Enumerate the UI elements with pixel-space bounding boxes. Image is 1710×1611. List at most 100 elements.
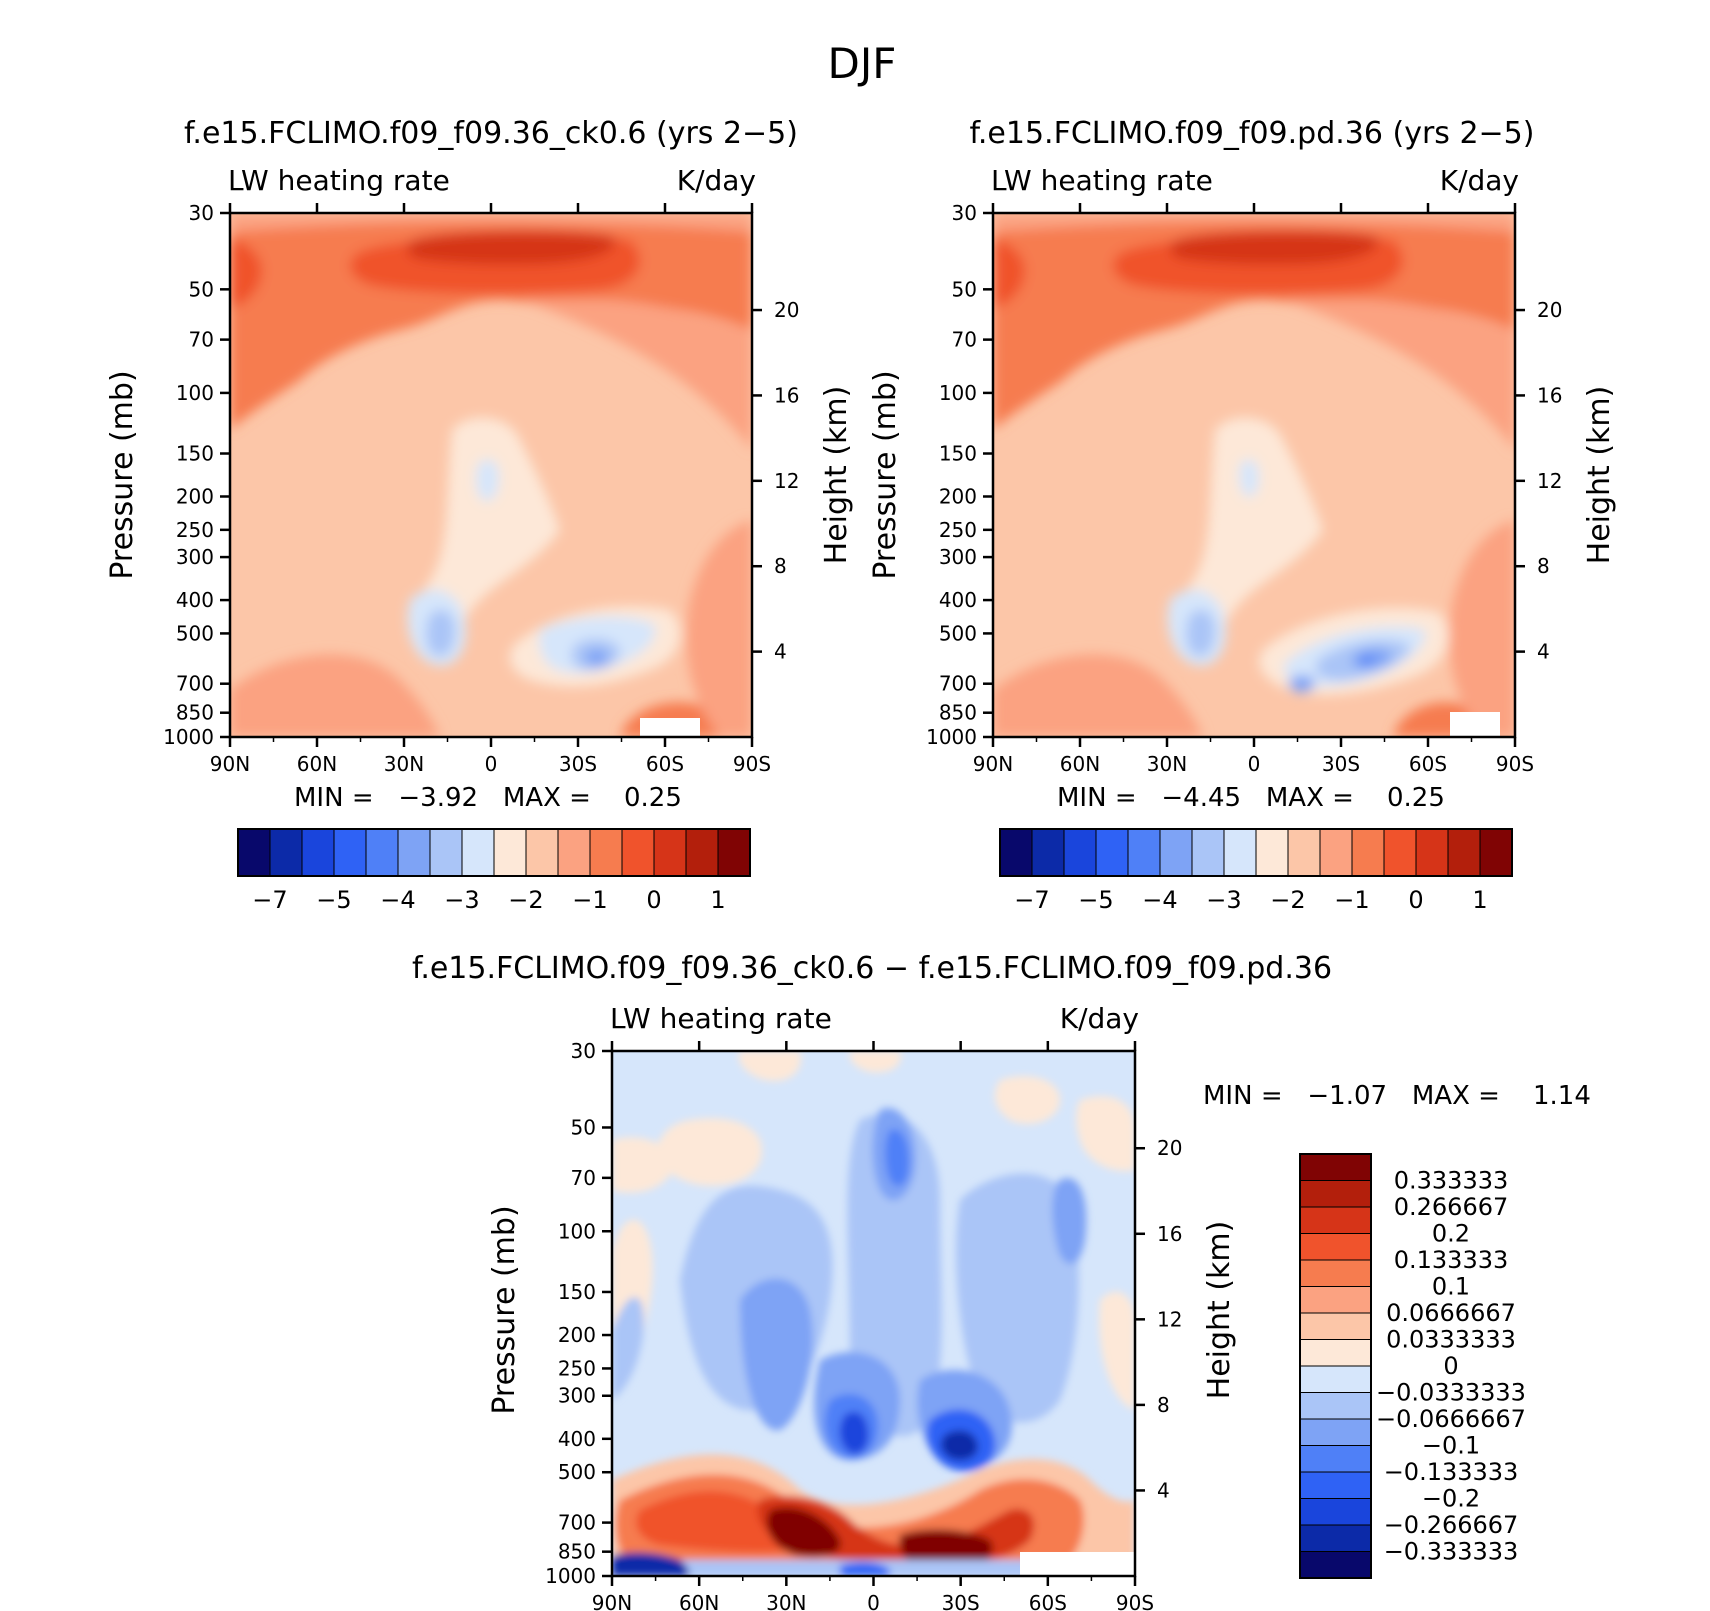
lat-tick-label: 60S <box>1409 752 1447 776</box>
y-axis-right-label: Height (km) <box>819 386 854 565</box>
panel-ck06: f.e15.FCLIMO.f09_f09.36_ck0.6 (yrs 2−5) … <box>105 116 854 914</box>
colorbar-label: 0 <box>1408 886 1423 914</box>
colorbar-swatch <box>1299 1551 1372 1579</box>
colorbar-label: 1 <box>1472 886 1487 914</box>
lat-tick-label: 30N <box>1147 752 1187 776</box>
pressure-tick-label: 50 <box>189 277 214 301</box>
lat-tick-label: 60S <box>646 752 684 776</box>
y-axis-label: Pressure (mb) <box>487 1205 522 1414</box>
level-fill <box>993 213 1515 232</box>
level-fill <box>1182 417 1323 660</box>
lat-tick-label: 30S <box>1322 752 1360 776</box>
figure-title: DJF <box>828 39 897 88</box>
pressure-tick-label: 400 <box>558 1427 596 1451</box>
colorbar-swatch <box>1299 1471 1372 1499</box>
colorbar-label: −0.0333333 <box>1376 1379 1526 1407</box>
pressure-tick-label: 30 <box>571 1039 596 1063</box>
lat-tick-label: 90S <box>733 752 771 776</box>
colorbar-label: −1 <box>572 886 607 914</box>
lat-tick-label: 0 <box>485 752 498 776</box>
colorbar-swatch <box>557 828 591 877</box>
colorbar-swatch <box>1159 828 1193 877</box>
colorbar-swatch <box>1127 828 1161 877</box>
pressure-tick-label: 70 <box>189 328 214 352</box>
units-label: K/day <box>677 164 756 197</box>
colorbar-label: 0.2 <box>1432 1220 1470 1248</box>
level-fill <box>994 1076 1060 1124</box>
level-fill <box>740 1278 813 1431</box>
colorbar-swatch <box>461 828 495 877</box>
colorbar-swatch <box>1255 828 1289 877</box>
pressure-tick-label: 70 <box>571 1166 596 1190</box>
height-tick-label: 12 <box>1157 1307 1182 1331</box>
colorbar-swatch <box>1383 828 1417 877</box>
colorbar-label: 0.266667 <box>1394 1193 1509 1221</box>
level-fill <box>1099 1291 1135 1410</box>
colorbar-frame <box>237 828 751 877</box>
colorbar-label: −0.2 <box>1422 1485 1480 1513</box>
colorbar-frame <box>1299 1153 1372 1579</box>
colorbar-swatch <box>1299 1286 1372 1314</box>
colorbar-swatch <box>1415 828 1449 877</box>
colorbar-swatch <box>1351 828 1385 877</box>
pressure-tick-label: 50 <box>952 277 977 301</box>
colorbar-swatch <box>1299 1365 1372 1393</box>
contour-field <box>230 213 752 737</box>
colorbar-swatch <box>685 828 719 877</box>
pressure-tick-label: 1000 <box>163 725 214 749</box>
level-fill <box>1449 520 1515 737</box>
colorbar-swatch <box>1299 1498 1372 1526</box>
colorbar: −7 −5 −4 −3 −2 −1 0 1 <box>237 828 751 914</box>
level-fill <box>230 654 440 737</box>
colorbar-label: −1 <box>1334 886 1369 914</box>
level-fill <box>1239 459 1260 498</box>
pressure-tick-label: 700 <box>176 672 214 696</box>
colorbar-label: −7 <box>1014 886 1049 914</box>
pressure-tick-label: 30 <box>189 201 214 225</box>
colorbar-label: −3 <box>1206 886 1241 914</box>
colorbar-label: 1 <box>710 886 725 914</box>
variable-label: LW heating rate <box>228 164 450 197</box>
height-tick-label: 20 <box>1537 298 1562 322</box>
level-fill <box>1052 1178 1087 1264</box>
lat-tick-label: 90N <box>592 1591 632 1611</box>
level-fill <box>475 459 500 502</box>
pressure-tick-label: 850 <box>176 701 214 725</box>
pressure-tick-label: 50 <box>571 1115 596 1139</box>
colorbar-swatch <box>301 828 335 877</box>
colorbar-label: −7 <box>252 886 287 914</box>
level-fill <box>1169 230 1379 265</box>
colorbar-swatch <box>1031 828 1065 877</box>
height-tick-label: 8 <box>774 554 787 578</box>
colorbar: −7 −5 −4 −3 −2 −1 0 1 <box>999 828 1513 914</box>
pressure-tick-label: 1000 <box>545 1564 596 1588</box>
lat-tick-label: 30S <box>942 1591 980 1611</box>
colorbar-swatch <box>1287 828 1321 877</box>
lat-tick-label: 90S <box>1496 752 1534 776</box>
colorbar-swatch <box>1299 1206 1372 1234</box>
y-axis-right-label: Height (km) <box>1582 386 1617 565</box>
pressure-tick-label: 150 <box>939 442 977 466</box>
colorbar-swatch <box>1063 828 1097 877</box>
level-fill <box>612 1297 644 1400</box>
colorbar-label: 0.0666667 <box>1386 1299 1516 1327</box>
colorbar-label: −5 <box>316 886 351 914</box>
colorbar-swatch <box>493 828 527 877</box>
lat-tick-label: 30N <box>384 752 424 776</box>
level-fill <box>657 1118 762 1186</box>
min-max-stats: MIN = −3.92 MAX = 0.25 <box>294 783 682 813</box>
height-tick-label: 4 <box>1157 1478 1170 1502</box>
colorbar-swatch <box>999 828 1033 877</box>
colorbar-label: −0.1 <box>1422 1432 1480 1460</box>
colorbar-label: −4 <box>1142 886 1177 914</box>
colorbar-label: −0.333333 <box>1384 1538 1519 1566</box>
min-max-stats: MIN = −1.07 MAX = 1.14 <box>1203 1081 1591 1111</box>
colorbar-swatch <box>1299 1524 1372 1552</box>
level-fill <box>520 300 752 450</box>
lat-tick-label: 90S <box>1116 1591 1154 1611</box>
pressure-tick-label: 850 <box>939 701 977 725</box>
lat-tick-label: 60N <box>679 1591 719 1611</box>
colorbar-swatch <box>1299 1445 1372 1473</box>
lat-tick-label: 30S <box>559 752 597 776</box>
